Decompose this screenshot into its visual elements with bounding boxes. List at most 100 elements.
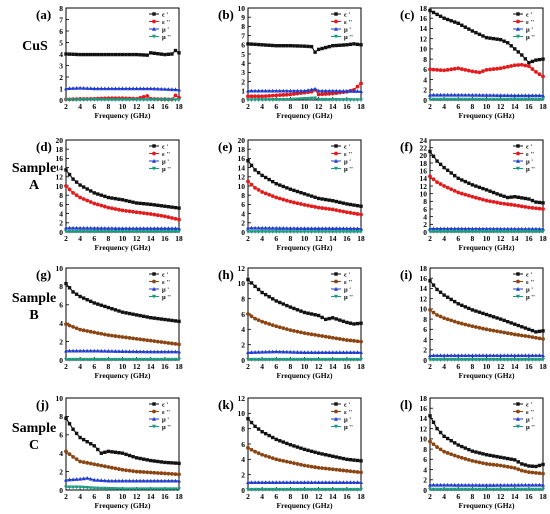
data-point xyxy=(445,185,450,190)
data-point xyxy=(284,97,289,102)
y-tick-label: 4 xyxy=(423,465,427,474)
series-mu-imag xyxy=(428,229,545,234)
data-point xyxy=(284,88,289,93)
data-point xyxy=(138,478,143,483)
data-point xyxy=(253,449,257,454)
data-point xyxy=(120,229,125,234)
data-point xyxy=(477,487,482,492)
data-point xyxy=(99,98,104,102)
data-point xyxy=(337,350,342,355)
data-point xyxy=(152,349,157,354)
data-point xyxy=(431,67,436,72)
data-point xyxy=(288,230,293,234)
series-mu-real xyxy=(246,480,363,485)
data-point xyxy=(477,483,482,487)
data-point xyxy=(309,357,314,362)
data-point xyxy=(502,487,507,492)
data-point xyxy=(177,349,181,354)
data-point xyxy=(341,357,346,362)
x-tick-label: 4 xyxy=(442,102,446,111)
x-tick-label: 2 xyxy=(246,102,250,111)
data-point xyxy=(330,207,335,212)
data-point xyxy=(295,462,300,466)
data-point xyxy=(155,229,160,234)
legend-marker xyxy=(334,12,338,16)
x-tick-label: 12 xyxy=(497,362,505,371)
data-point xyxy=(288,480,293,485)
data-point xyxy=(81,357,86,362)
data-point xyxy=(467,27,471,31)
x-tick-label: 6 xyxy=(274,234,278,243)
data-point xyxy=(256,94,261,99)
x-tick-label: 16 xyxy=(343,234,351,243)
data-point xyxy=(281,326,286,331)
data-point xyxy=(253,185,257,190)
data-point xyxy=(120,335,125,339)
data-point xyxy=(541,97,545,102)
data-point xyxy=(92,462,97,467)
x-tick-label: 10 xyxy=(301,102,309,111)
panel-label: (f) xyxy=(400,139,413,154)
data-point xyxy=(523,204,528,209)
data-point xyxy=(292,461,296,466)
data-point xyxy=(271,43,275,48)
data-point xyxy=(463,67,468,72)
data-point xyxy=(498,201,503,206)
data-point xyxy=(442,353,447,358)
data-point xyxy=(288,92,293,97)
panel-label: (i) xyxy=(400,267,412,282)
data-point xyxy=(159,98,164,102)
data-point xyxy=(152,212,157,217)
data-point xyxy=(537,463,542,468)
data-point xyxy=(260,452,265,457)
data-point xyxy=(516,487,521,492)
data-point xyxy=(491,315,496,319)
data-point xyxy=(292,200,296,205)
data-point xyxy=(344,210,349,215)
data-point xyxy=(534,206,538,211)
data-point xyxy=(334,43,338,48)
data-point xyxy=(263,98,268,102)
data-point xyxy=(274,457,279,462)
data-point xyxy=(246,357,250,362)
y-tick-label: 6 xyxy=(241,41,245,50)
data-point xyxy=(438,14,443,19)
data-point xyxy=(67,357,72,362)
data-point xyxy=(81,348,86,353)
data-point xyxy=(166,226,171,231)
x-tick-label: 8 xyxy=(471,234,475,243)
data-point xyxy=(327,453,331,458)
data-point xyxy=(173,319,178,323)
data-point xyxy=(78,195,83,200)
data-point xyxy=(67,286,72,290)
data-point xyxy=(163,204,167,208)
data-point xyxy=(288,487,293,492)
legend-label: ε '' xyxy=(344,279,352,286)
data-point xyxy=(159,487,164,492)
data-point xyxy=(169,478,174,483)
y-tick-label: 16 xyxy=(420,274,428,283)
data-point xyxy=(533,353,538,358)
legend-marker xyxy=(516,19,520,24)
legend-marker xyxy=(516,279,520,284)
data-point xyxy=(102,332,107,337)
data-point xyxy=(484,327,489,332)
data-point xyxy=(484,188,489,192)
data-point xyxy=(491,200,496,204)
data-point xyxy=(281,349,286,354)
data-point xyxy=(523,353,528,358)
data-point xyxy=(530,470,535,475)
legend-label: ε ' xyxy=(526,12,532,19)
series-line xyxy=(247,313,362,343)
data-point xyxy=(131,336,135,341)
data-point xyxy=(495,226,500,231)
panel-label: (d) xyxy=(36,139,52,154)
data-point xyxy=(452,226,457,231)
data-point xyxy=(320,466,325,471)
data-point xyxy=(445,168,450,172)
data-point xyxy=(278,44,282,48)
series-mu-imag xyxy=(428,358,545,362)
data-point xyxy=(274,324,279,329)
data-point xyxy=(92,301,96,305)
data-point xyxy=(302,97,307,101)
